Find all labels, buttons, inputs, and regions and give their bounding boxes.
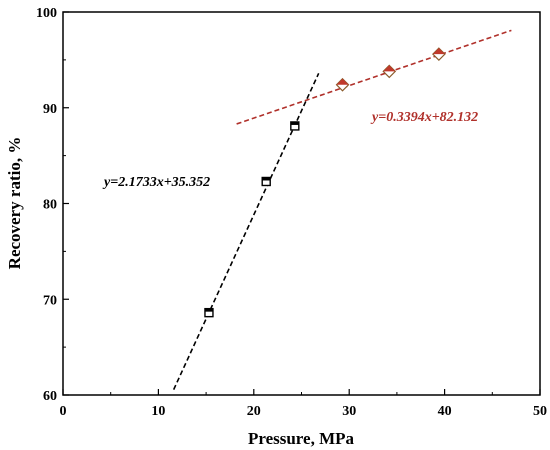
x-tick-label: 20 xyxy=(247,404,261,419)
fit-line-series-2 xyxy=(236,29,512,125)
y-tick-label: 80 xyxy=(43,198,57,213)
diamond-marker-fill xyxy=(432,48,445,55)
y-tick-label: 70 xyxy=(43,293,57,308)
data-point-series-2 xyxy=(382,64,397,79)
diamond-marker-fill xyxy=(336,78,349,85)
square-marker-fill xyxy=(290,121,299,125)
x-tick-label: 40 xyxy=(438,404,452,419)
diamond-marker-fill xyxy=(383,65,396,72)
x-tick-label: 10 xyxy=(151,404,165,419)
square-marker-fill xyxy=(204,308,213,312)
data-point-series-1 xyxy=(290,121,300,131)
square-marker-fill xyxy=(262,177,271,181)
data-point-series-1 xyxy=(204,307,214,318)
data-point-series-2 xyxy=(432,47,446,61)
fit-equation-series-2: y=0.3394x+82.132 xyxy=(370,110,478,125)
x-axis-title: Pressure, MPa xyxy=(248,429,355,448)
plot-frame xyxy=(62,11,541,396)
y-tick-label: 60 xyxy=(43,389,57,404)
x-tick-label: 30 xyxy=(342,404,356,419)
data-point-series-2 xyxy=(335,77,350,92)
y-tick-label: 90 xyxy=(43,102,57,117)
x-tick-label: 0 xyxy=(60,404,67,419)
data-point-series-1 xyxy=(261,176,271,187)
y-axis-title: Recovery ratio, % xyxy=(5,137,24,270)
fit-equation-series-1: y=2.1733x+35.352 xyxy=(102,175,210,190)
ticks-layer: 0 10 20 30 40 50 60 70 80 90 100 xyxy=(36,6,547,419)
y-tick-label: 100 xyxy=(36,6,57,21)
points-layer xyxy=(204,47,446,318)
x-tick-label: 50 xyxy=(533,404,547,419)
